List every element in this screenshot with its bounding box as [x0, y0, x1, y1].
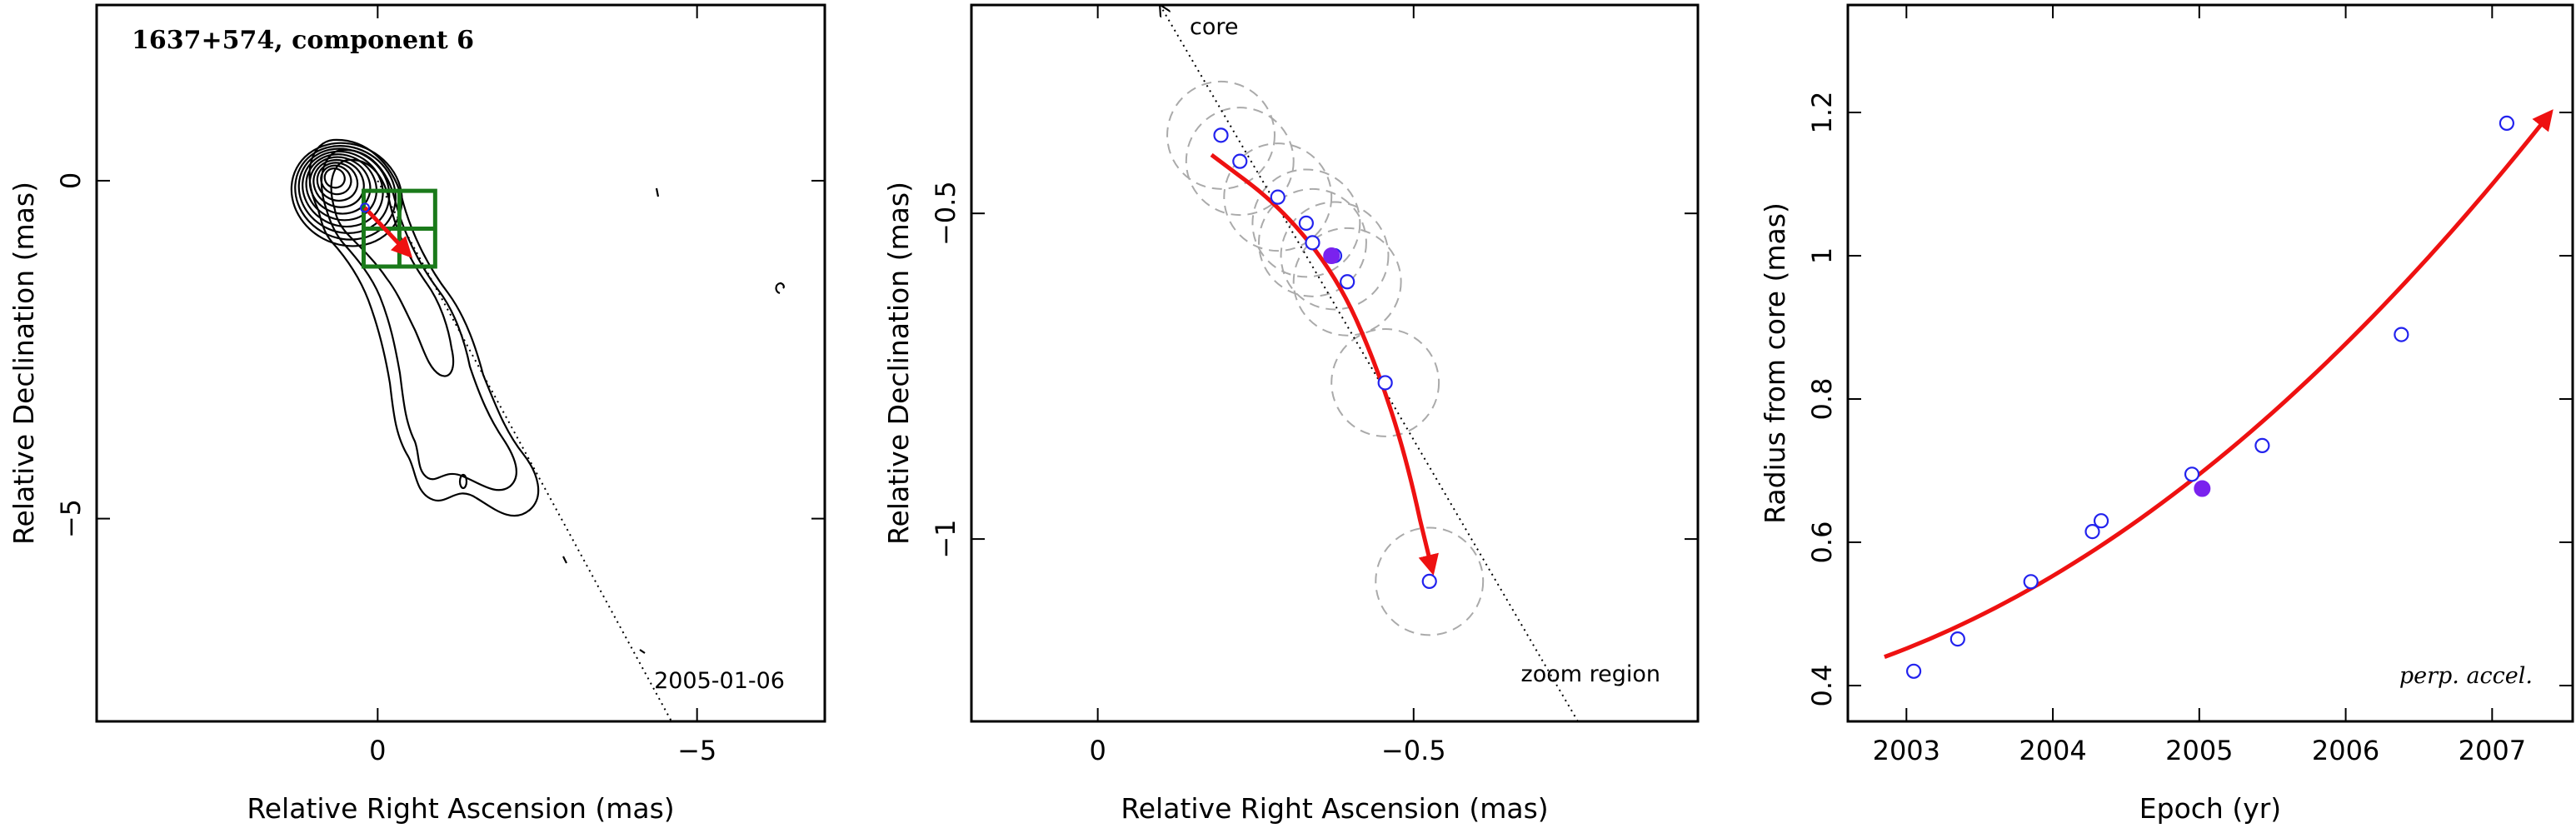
x-tick-label: 2007 [2459, 735, 2526, 766]
axis-ticks: 2003 2004 2005 2006 2007 0.4 0.6 0.8 1 1.2 [1806, 5, 2573, 766]
contour-blob [655, 187, 660, 197]
data-point [1340, 274, 1355, 290]
y-tick-label: −0.5 [930, 181, 961, 246]
reference-epoch-point [2194, 480, 2211, 497]
observed-positions [1213, 127, 1437, 590]
uncertainty-circle [1258, 187, 1367, 297]
data-point [1421, 573, 1437, 590]
data-point [1905, 663, 1922, 679]
x-tick-label: 2004 [2019, 735, 2086, 766]
core-contour [312, 158, 365, 208]
core-contour [305, 153, 378, 222]
zoom-region-label: zoom region [1521, 661, 1660, 687]
contour-level [320, 148, 517, 491]
core-contour [316, 162, 359, 202]
data-point [1270, 189, 1286, 205]
x-tick-label: 0 [369, 735, 386, 766]
ridge-line [377, 180, 672, 722]
data-point [2023, 574, 2039, 590]
core-contour [308, 156, 372, 215]
data-point [1305, 235, 1320, 251]
observed-radii [1905, 115, 2515, 679]
acceleration-fit [1884, 109, 2554, 659]
y-tick-label: 1 [1806, 247, 1838, 264]
ridge-line-to-core [1161, 7, 1579, 722]
panel-zoom-positions: 0 −0.5 −0.5 −1 core zoom region Relative Ri… [882, 3, 1700, 825]
data-point [2184, 466, 2200, 482]
y-tick-label: −1 [930, 520, 961, 559]
data-point [2084, 523, 2100, 540]
data-point [2499, 115, 2515, 131]
uncertainty-circle [1292, 227, 1402, 337]
track-arrow [1210, 152, 1439, 576]
data-point [1232, 153, 1248, 169]
y-tick-label: 0.4 [1806, 665, 1838, 707]
ridge-line [377, 180, 672, 722]
y-tick-label: 0 [55, 172, 87, 189]
x-tick-label: 2003 [1873, 735, 1940, 766]
ridge-line [1161, 7, 1579, 722]
y-tick-label: 0.6 [1806, 521, 1838, 564]
plot-frame [1846, 3, 2574, 723]
x-tick-label: 2006 [2312, 735, 2379, 766]
x-axis-label: Relative Right Ascension (mas) [1121, 792, 1548, 825]
axis-ticks: 0 −5 0 −5 [55, 5, 825, 766]
core-contour [320, 164, 352, 196]
contour-blob [775, 282, 785, 295]
x-tick-label: −0.5 [1381, 735, 1446, 766]
data-point [1213, 127, 1229, 143]
core-contour [302, 150, 384, 228]
fit-curve [1884, 109, 2554, 659]
y-axis-label: Relative Declination (mas) [7, 182, 40, 545]
x-axis-label: Epoch (yr) [2139, 792, 2281, 825]
component-track [360, 202, 413, 258]
contour-blob [562, 556, 567, 564]
y-axis-label: Radius from core (mas) [1759, 202, 1791, 524]
contour-outer [308, 138, 540, 517]
core-contour [294, 144, 397, 241]
data-point [1949, 631, 1965, 647]
x-tick-label: 2005 [2165, 735, 2233, 766]
track-arrow [363, 206, 413, 258]
core-label: core [1190, 14, 1238, 40]
contour-blob [639, 649, 646, 654]
panel-radius-vs-epoch: 2003 2004 2005 2006 2007 0.4 0.6 0.8 1 1.2 perp. … [1759, 3, 2574, 825]
data-point [2254, 437, 2270, 454]
uncertainty-circle [1223, 142, 1333, 252]
component-track [1210, 152, 1439, 576]
data-point [1298, 215, 1314, 232]
contour-map [290, 138, 785, 654]
y-axis-label: Relative Declination (mas) [882, 182, 915, 545]
panel-title: 1637+574, component 6 [132, 26, 474, 55]
core-contour [323, 167, 346, 189]
core-contour [290, 142, 403, 247]
y-tick-label: 1.2 [1806, 92, 1838, 134]
track-start-point [360, 202, 370, 213]
x-axis-label: Relative Right Ascension (mas) [247, 792, 674, 825]
y-tick-label: −5 [55, 499, 87, 538]
contour-blob [458, 473, 468, 490]
uncertainty-circle [1330, 328, 1440, 437]
core-contour [297, 147, 391, 234]
reference-epoch-point [1323, 247, 1340, 264]
x-tick-label: −5 [677, 735, 716, 766]
plot-frame [95, 3, 826, 723]
uncertainty-circle [1251, 168, 1361, 278]
axis-ticks: 0 −0.5 −0.5 −1 [930, 5, 1698, 766]
uncertainty-circles [1166, 80, 1485, 636]
plot-frame [970, 3, 1700, 723]
data-point [2093, 513, 2109, 529]
uncertainty-circle [1375, 526, 1485, 636]
y-tick-label: 0.8 [1806, 378, 1838, 421]
epoch-label: 2005-01-06 [654, 668, 785, 694]
data-point [2394, 327, 2409, 342]
data-point [1377, 375, 1393, 391]
x-tick-label: 0 [1089, 735, 1106, 766]
uncertainty-circle [1185, 107, 1295, 217]
panel-contour-map: 0 −50−5 1637+574, component 6 2005-01-06 … [7, 3, 826, 825]
uncertainty-circle [1280, 201, 1390, 311]
fit-annotation: perp. accel. [2399, 663, 2533, 689]
uncertainty-circle [1166, 80, 1276, 190]
